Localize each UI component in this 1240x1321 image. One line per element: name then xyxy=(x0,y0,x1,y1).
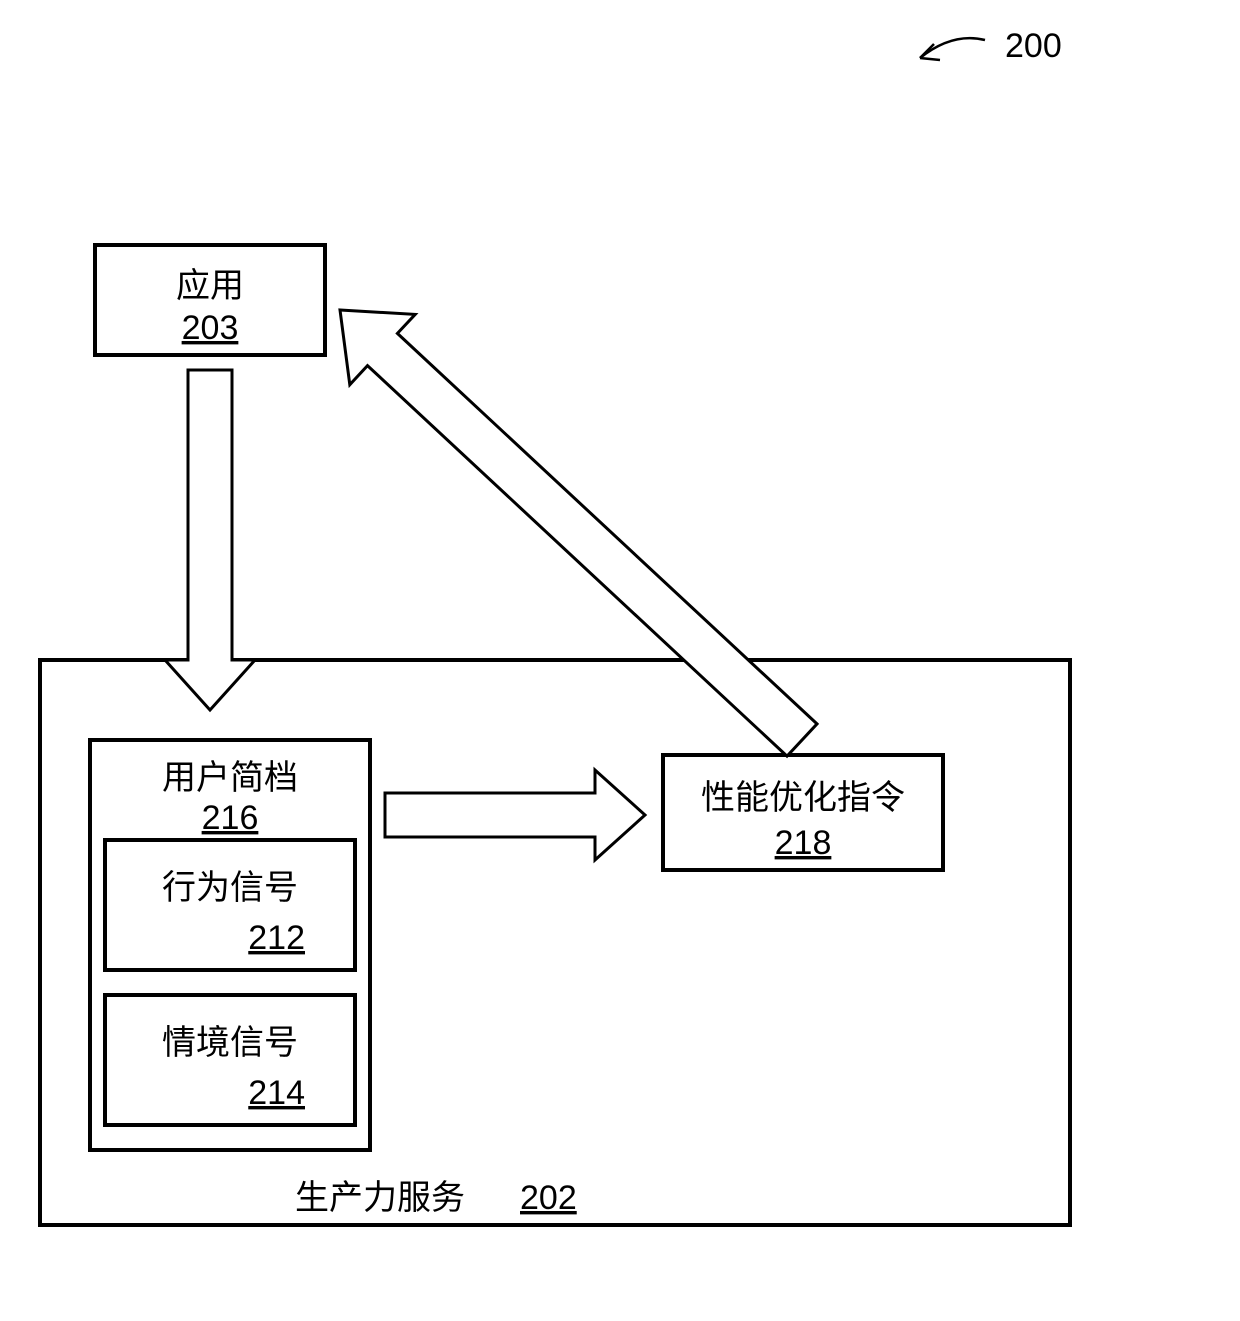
user-profile-title: 用户简档 xyxy=(162,759,298,797)
perf-instr-ref: 218 xyxy=(775,824,832,862)
perf-instr-title: 性能优化指令 xyxy=(701,779,905,817)
service-container-ref: 202 xyxy=(520,1179,577,1217)
app-ref: 203 xyxy=(182,309,239,347)
app-title: 应用 xyxy=(176,267,244,305)
figure-ref-pointer xyxy=(920,38,985,60)
user-profile-ref: 216 xyxy=(202,799,259,837)
behavior-signal-title: 行为信号 xyxy=(162,869,298,907)
context-signal-ref: 214 xyxy=(248,1074,305,1112)
figure-ref-label: 200 xyxy=(1005,27,1062,65)
arrow-app-to-profile xyxy=(165,370,255,710)
service-container-title: 生产力服务 xyxy=(295,1179,465,1217)
behavior-signal-ref: 212 xyxy=(248,919,305,957)
context-signal-title: 情境信号 xyxy=(162,1024,298,1062)
